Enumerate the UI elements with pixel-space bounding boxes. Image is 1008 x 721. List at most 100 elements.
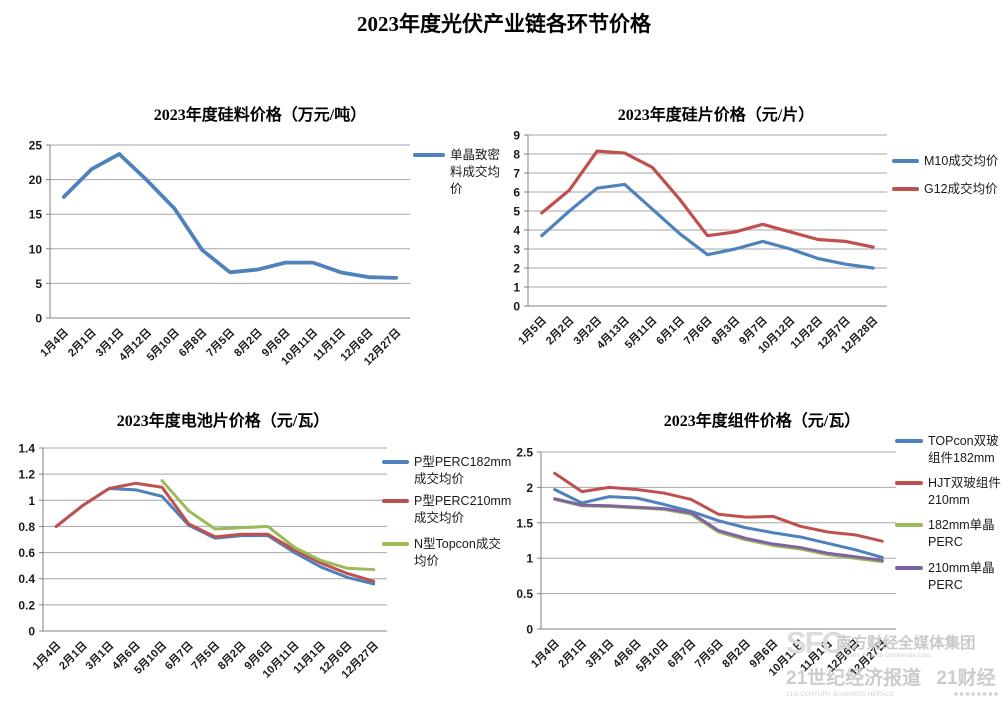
- y-axis-label: 10: [29, 242, 43, 256]
- legend-label: TOPcon双玻 组件182mm: [928, 434, 999, 465]
- chart-silicon-material-price: 0 5 10 15 20 25 1月4日 2月1日 3月1日 4月12日 5月10日 6月8日 7月5日…: [0, 90, 505, 395]
- x-axis-label: 6月7日: [665, 637, 698, 670]
- silicon-material-price-plot: 05101520251月4日2月1日3月1日4月12日5月10日6月8日7月5日…: [29, 139, 410, 368]
- x-axis-label: 6月8日: [176, 326, 209, 359]
- y-axis-label: 8: [513, 148, 520, 162]
- y-axis-label: 1: [526, 552, 533, 566]
- series-line: [553, 471, 884, 543]
- y-axis-label: 0.8: [18, 520, 35, 534]
- watermark: SFC 南方财经全媒体集团 Southern Finance Omnimedia…: [786, 625, 1008, 698]
- legend-label: N型Topcon成交 均价: [414, 537, 501, 568]
- x-axis-label: 2月1日: [65, 326, 98, 359]
- wafer-price-title: 2023年度硅片价格（元/片）: [617, 107, 815, 124]
- y-axis-label: 5: [513, 205, 520, 219]
- legend-item: N型Topcon成交 均价: [382, 536, 501, 570]
- legend-item: 210mm单晶 PERC: [895, 560, 995, 594]
- watermark-group-cn: 南方财经全媒体集团: [836, 635, 976, 652]
- series-line: [160, 479, 376, 572]
- module-price-title: 2023年度组件价格（元/瓦）: [663, 413, 861, 430]
- x-axis-label: 3月1日: [83, 639, 116, 672]
- x-axis-label: 7月6日: [681, 314, 714, 347]
- legend-label: P型PERC182mm 成交均价: [414, 455, 512, 486]
- watermark-row-sub: 21st CENTURY BUSINESS HERALD ■ ■ ■ ■ ■ ■…: [786, 691, 998, 698]
- series-line: [54, 481, 376, 583]
- y-axis-label: 0: [513, 300, 520, 314]
- watermark-group-en: Southern Finance Omnimedia Corp.: [836, 653, 933, 659]
- wafer-price-plot: 01234567891月5日2月2日3月2日4月13日5月11日6月1日7月6日…: [513, 129, 887, 356]
- y-axis-label: 4: [513, 224, 520, 238]
- legend-item: G12成交均价: [892, 181, 998, 198]
- series-line: [540, 149, 875, 249]
- y-axis-label: 0: [526, 623, 533, 637]
- x-axis-label: 7月5日: [204, 326, 237, 359]
- x-axis-label: 2月2日: [543, 314, 576, 347]
- watermark-tiles: ■ ■ ■ ■ ■ ■ ■ ■: [953, 691, 998, 698]
- legend-label: G12成交均价: [924, 182, 998, 196]
- legend-item: P型PERC182mm 成交均价: [382, 454, 511, 488]
- chart-module-price: 0 0.5 1 1.5 2 2.5 1月4日 2月1日 3月1日 4月6日 5月10日 6月7日 7月5…: [505, 395, 1008, 721]
- y-axis-label: 9: [513, 129, 520, 143]
- sfc-logo-icon: SFC: [786, 625, 844, 660]
- y-axis-label: 2: [526, 481, 533, 495]
- x-axis-label: 1月4日: [38, 326, 71, 359]
- legend-line-swatch-icon: [382, 460, 409, 464]
- legend-line-swatch-icon: [895, 481, 923, 485]
- y-axis-label: 0: [35, 312, 42, 326]
- cell-price-title: 2023年度电池片价格（元/瓦）: [116, 413, 330, 430]
- series-line: [553, 488, 884, 559]
- module-price-plot: 00.511.522.51月4日2月1日3月1日4月6日5月10日6月7日7月5…: [516, 446, 896, 679]
- x-axis-label: 7月5日: [692, 637, 725, 670]
- legend-line-swatch-icon: [382, 542, 409, 546]
- legend-item: HJT双玻组件 210mm: [895, 475, 1001, 509]
- y-axis-label: 5: [35, 277, 42, 291]
- x-axis-label: 8月3日: [709, 314, 742, 347]
- legend-item: M10成交均价: [892, 153, 998, 170]
- x-axis-label: 8月2日: [215, 639, 248, 672]
- x-axis-label: 2月1日: [56, 639, 89, 672]
- x-axis-label: 6月1日: [654, 314, 687, 347]
- legend-label: HJT双玻组件 210mm: [928, 476, 1001, 507]
- legend-label: P型PERC210mm 成交均价: [414, 494, 512, 525]
- y-axis-label: 20: [29, 173, 43, 187]
- y-axis-label: 0.4: [18, 572, 35, 586]
- silicon-material-price-title: 2023年度硅料价格（万元/吨）: [153, 107, 367, 124]
- legend-line-swatch-icon: [382, 499, 409, 503]
- series-line: [61, 152, 399, 280]
- series-line: [553, 497, 884, 562]
- y-axis-label: 1.4: [18, 442, 35, 456]
- series-line: [540, 182, 875, 270]
- legend-label: 单晶致密 料成交均价: [450, 148, 501, 196]
- watermark-row-sfc: SFC 南方财经全媒体集团 Southern Finance Omnimedia…: [786, 625, 1008, 661]
- y-axis-label: 0.6: [18, 546, 35, 560]
- watermark-fin-cn: 21财经: [936, 668, 996, 689]
- x-axis-label: 3月1日: [583, 637, 616, 670]
- legend-line-swatch-icon: [895, 439, 923, 443]
- chart-wafer-price: 0 1 2 3 4 5 6 7 8 9 1月5日 2月2日 3月2日 4月13日 5月11日 6月1日 7月6日…: [505, 90, 1008, 395]
- y-axis-label: 1.2: [18, 468, 35, 482]
- y-axis-label: 0.5: [516, 587, 533, 601]
- x-axis-label: 1月4日: [528, 637, 561, 670]
- legend-line-swatch-icon: [895, 523, 923, 527]
- y-axis-label: 2.5: [516, 446, 533, 460]
- legend-item: P型PERC210mm 成交均价: [382, 493, 511, 527]
- legend-line-swatch-icon: [892, 159, 919, 163]
- chart-cell-price: 0 0.2 0.4 0.6 0.8 1 1.2 1.4 1月4日 2月1日 3月1日 4月6日 5月10…: [0, 395, 511, 721]
- y-axis-label: 7: [513, 167, 520, 181]
- y-axis-label: 2: [513, 262, 520, 276]
- legend-label: 182mm单晶 PERC: [928, 518, 995, 549]
- y-axis-label: 25: [29, 139, 43, 153]
- x-axis-label: 1月4日: [30, 639, 63, 672]
- legend-item: 182mm单晶 PERC: [895, 517, 995, 551]
- y-axis-label: 6: [513, 186, 520, 200]
- watermark-herald-en: 21st CENTURY BUSINESS HERALD: [786, 691, 895, 698]
- page-title: 2023年度光伏产业链各环节价格: [357, 12, 651, 36]
- legend-line-swatch-icon: [892, 187, 919, 191]
- x-axis-label: 8月2日: [720, 637, 753, 670]
- y-axis-label: 1: [28, 494, 35, 508]
- legend-line-swatch-icon: [895, 566, 923, 570]
- legend-item: 单晶致密 料成交均价: [413, 147, 500, 198]
- legend-label: M10成交均价: [924, 154, 999, 168]
- y-axis-label: 3: [513, 243, 520, 257]
- watermark-group: 南方财经全媒体集团 Southern Finance Omnimedia Cor…: [836, 629, 976, 659]
- legend-item: TOPcon双玻 组件182mm: [895, 433, 999, 467]
